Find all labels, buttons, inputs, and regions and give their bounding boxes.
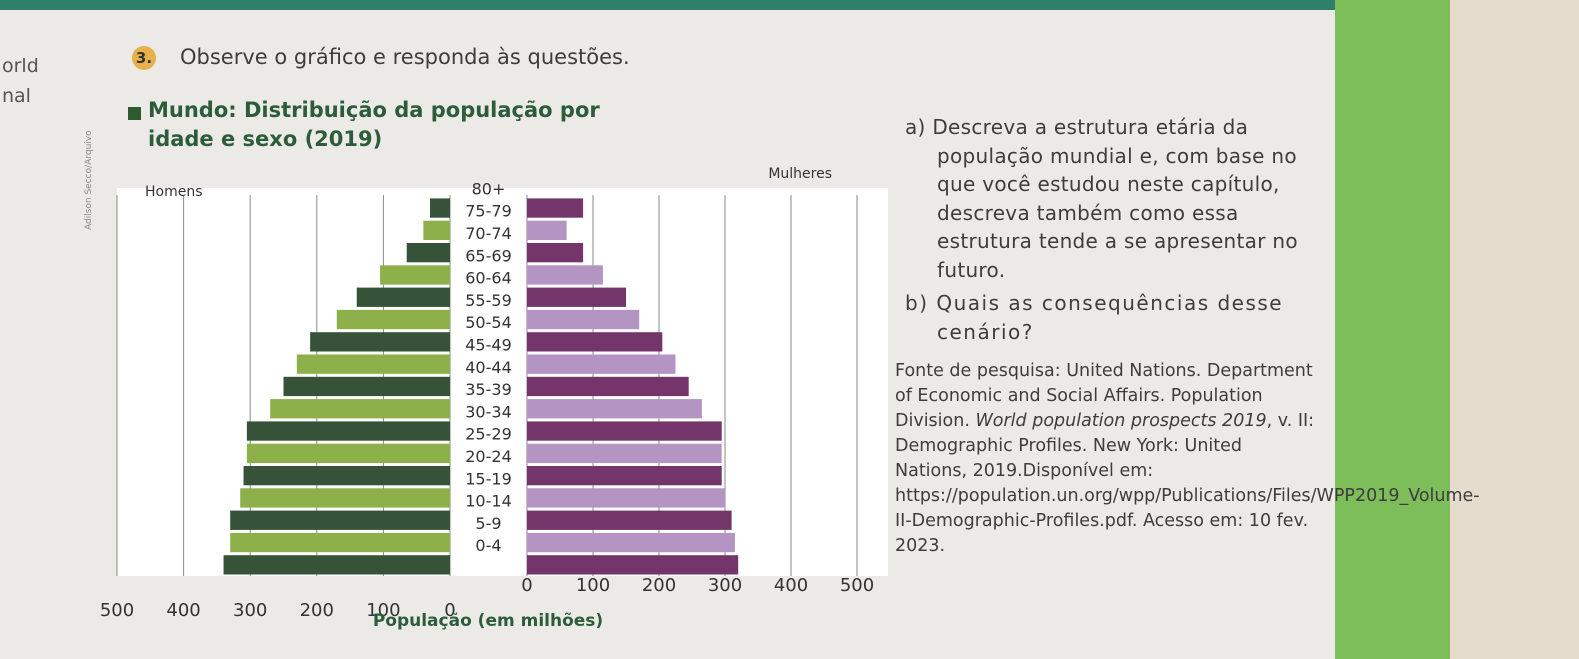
bar-men-50-54 <box>310 332 450 352</box>
question-a: a) Descreva a estrutura etária da popula… <box>905 115 1298 282</box>
bar-men-0-4 <box>223 555 450 575</box>
background-edge <box>1450 0 1579 659</box>
bar-women-35-39 <box>527 399 702 419</box>
age-label-65-69: 65-69 <box>465 246 512 265</box>
bar-men-65-69 <box>380 265 450 285</box>
age-label-50-54: 50-54 <box>465 313 512 332</box>
page-margin-strip <box>1335 0 1450 659</box>
age-label-60-64: 60-64 <box>465 269 512 288</box>
age-label-0-4: 0-4 <box>475 536 501 555</box>
bar-women-5-9 <box>527 532 735 553</box>
age-label-70-74: 70-74 <box>465 224 512 243</box>
bar-women-10-14 <box>527 510 732 530</box>
bar-women-65-69 <box>527 265 603 285</box>
tick-right-0: 0 <box>521 575 532 596</box>
cut-text-fragment: orld <box>2 55 39 77</box>
tick-left-100: 100 <box>366 600 400 621</box>
bar-women-60-64 <box>527 287 626 307</box>
age-label-40-44: 40-44 <box>465 358 512 377</box>
bar-women-40-44 <box>527 376 689 397</box>
question-prompt: Observe o gráfico e responda às questões… <box>180 45 630 69</box>
title-marker-icon <box>128 107 141 120</box>
tick-right-200: 200 <box>642 575 676 596</box>
bar-men-70-74 <box>406 243 450 263</box>
bar-men-35-39 <box>270 399 450 419</box>
tick-right-500: 500 <box>840 575 874 596</box>
bar-women-25-29 <box>527 443 722 463</box>
bar-women-75-79 <box>527 220 567 240</box>
bar-women-0-4 <box>527 555 739 575</box>
bar-men-15-19 <box>240 488 450 508</box>
bar-men-55-59 <box>336 309 450 330</box>
age-label-35-39: 35-39 <box>465 380 512 399</box>
age-label-15-19: 15-19 <box>465 469 512 488</box>
bar-men-40-44 <box>283 376 450 397</box>
tick-right-100: 100 <box>576 575 610 596</box>
bar-women-70-74 <box>527 243 584 263</box>
cut-text-fragment: nal <box>2 85 31 107</box>
bar-men-75-79 <box>423 220 450 240</box>
bar-women-30-34 <box>527 421 722 441</box>
age-label-80+: 80+ <box>472 179 506 198</box>
age-label-10-14: 10-14 <box>465 492 512 511</box>
questions-block: a) Descreva a estrutura etária da popula… <box>905 113 1320 346</box>
age-label-75-79: 75-79 <box>465 202 512 221</box>
tick-right-400: 400 <box>774 575 808 596</box>
bar-men-30-34 <box>246 421 450 441</box>
x-axis-label: População (em milhões) <box>373 611 603 630</box>
legend-women: Mulheres <box>768 166 832 182</box>
question-number: 3. <box>132 46 156 70</box>
bar-men-60-64 <box>356 287 450 307</box>
age-label-45-49: 45-49 <box>465 336 512 355</box>
age-label-30-34: 30-34 <box>465 402 512 421</box>
bar-women-15-19 <box>527 488 725 508</box>
population-pyramid-chart: 0-4 5-9 10-14 15-19 20-24 25-29 30-34 35-39 40-4… <box>100 166 888 630</box>
source-citation: Fonte de pesquisa: United Nations. Depar… <box>895 361 1480 556</box>
question-b: b) Quais as consequências desse cenário? <box>905 291 1284 344</box>
tick-left-200: 200 <box>300 600 334 621</box>
bar-women-55-59 <box>527 309 640 330</box>
age-label-5-9: 5-9 <box>475 514 501 533</box>
bar-men-10-14 <box>230 510 450 530</box>
bar-men-45-49 <box>296 354 450 374</box>
bar-men-5-9 <box>230 532 450 553</box>
age-label-55-59: 55-59 <box>465 291 512 310</box>
tick-left-400: 400 <box>166 600 200 621</box>
tick-left-0: 0 <box>444 600 455 621</box>
bar-women-80+ <box>527 198 584 218</box>
bar-men-25-29 <box>246 443 450 463</box>
chart-title: Mundo: Distribuição da população por ida… <box>148 98 600 151</box>
bar-men-20-24 <box>243 466 450 486</box>
age-label-25-29: 25-29 <box>465 425 512 444</box>
bar-women-45-49 <box>527 354 676 374</box>
legend-men: Homens <box>145 184 203 200</box>
tick-right-300: 300 <box>708 575 742 596</box>
bar-women-50-54 <box>527 332 663 352</box>
bar-women-20-24 <box>527 466 722 486</box>
tick-left-500: 500 <box>100 600 134 621</box>
age-label-20-24: 20-24 <box>465 447 512 466</box>
bar-men-80+ <box>430 198 450 218</box>
tick-left-300: 300 <box>233 600 267 621</box>
